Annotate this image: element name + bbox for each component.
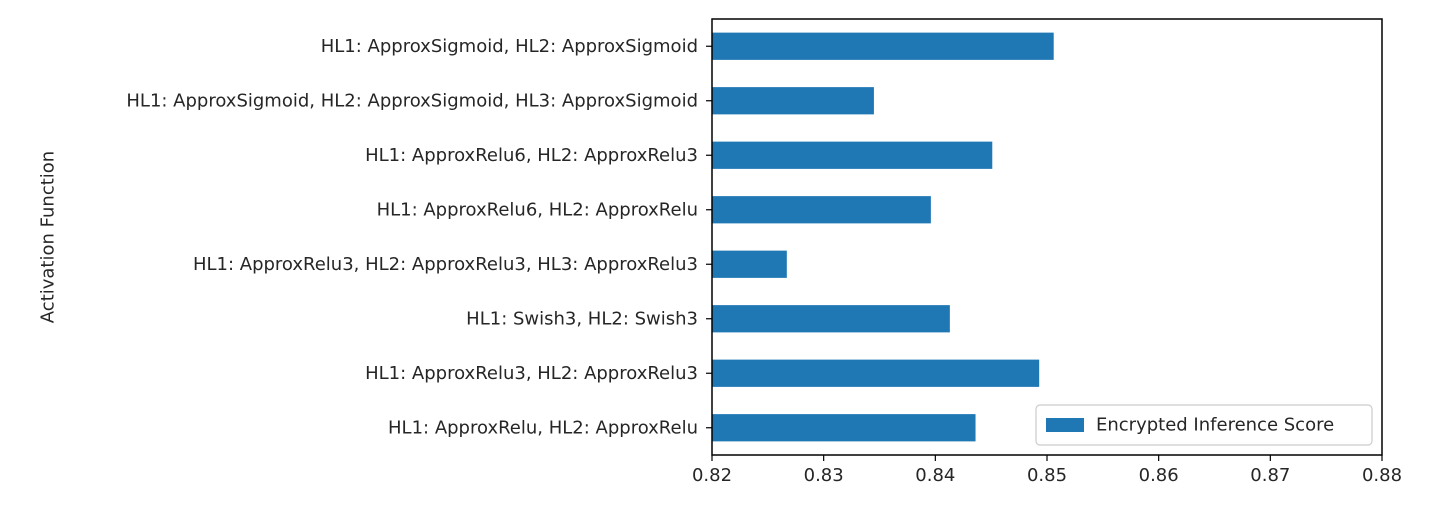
category-label: HL1: ApproxSigmoid, HL2: ApproxSigmoid, …	[126, 90, 698, 111]
legend-swatch	[1046, 418, 1084, 432]
legend-label: Encrypted Inference Score	[1096, 415, 1334, 436]
bar	[712, 305, 950, 333]
x-tick-label: 0.82	[692, 465, 732, 486]
category-label: HL1: ApproxRelu3, HL2: ApproxRelu3, HL3:…	[193, 254, 698, 275]
x-tick-label: 0.87	[1250, 465, 1290, 486]
category-label: HL1: Swish3, HL2: Swish3	[466, 308, 698, 329]
plot-frame	[711, 18, 1383, 456]
x-tick-label: 0.83	[804, 465, 844, 486]
x-tick-label: 0.88	[1362, 465, 1402, 486]
bars-group	[712, 32, 1054, 442]
x-tick-label: 0.86	[1139, 465, 1179, 486]
bar	[712, 87, 874, 115]
category-label: HL1: ApproxRelu6, HL2: ApproxRelu3	[365, 145, 698, 166]
legend-box	[1035, 404, 1373, 446]
x-tick-label: 0.84	[915, 465, 955, 486]
bar	[712, 414, 976, 442]
bar	[712, 250, 787, 278]
category-label: HL1: ApproxRelu3, HL2: ApproxRelu3	[365, 363, 698, 384]
category-label: HL1: ApproxRelu6, HL2: ApproxRelu	[377, 199, 698, 220]
x-tick-label: 0.85	[1027, 465, 1067, 486]
category-label: HL1: ApproxSigmoid, HL2: ApproxSigmoid	[321, 36, 698, 57]
y-axis-label: Activation Function	[38, 151, 59, 323]
category-labels: HL1: ApproxSigmoid, HL2: ApproxSigmoid HL…	[126, 36, 712, 438]
legend: Encrypted Inference Score	[1035, 404, 1373, 446]
x-axis-ticks: 0.82 0.83 0.84 0.85 0.86 0.87 0.88	[692, 455, 1402, 486]
bar	[712, 196, 931, 224]
bar	[712, 32, 1054, 60]
bar	[712, 141, 993, 169]
bar	[712, 359, 1040, 387]
category-label: HL1: ApproxRelu, HL2: ApproxRelu	[388, 417, 698, 438]
